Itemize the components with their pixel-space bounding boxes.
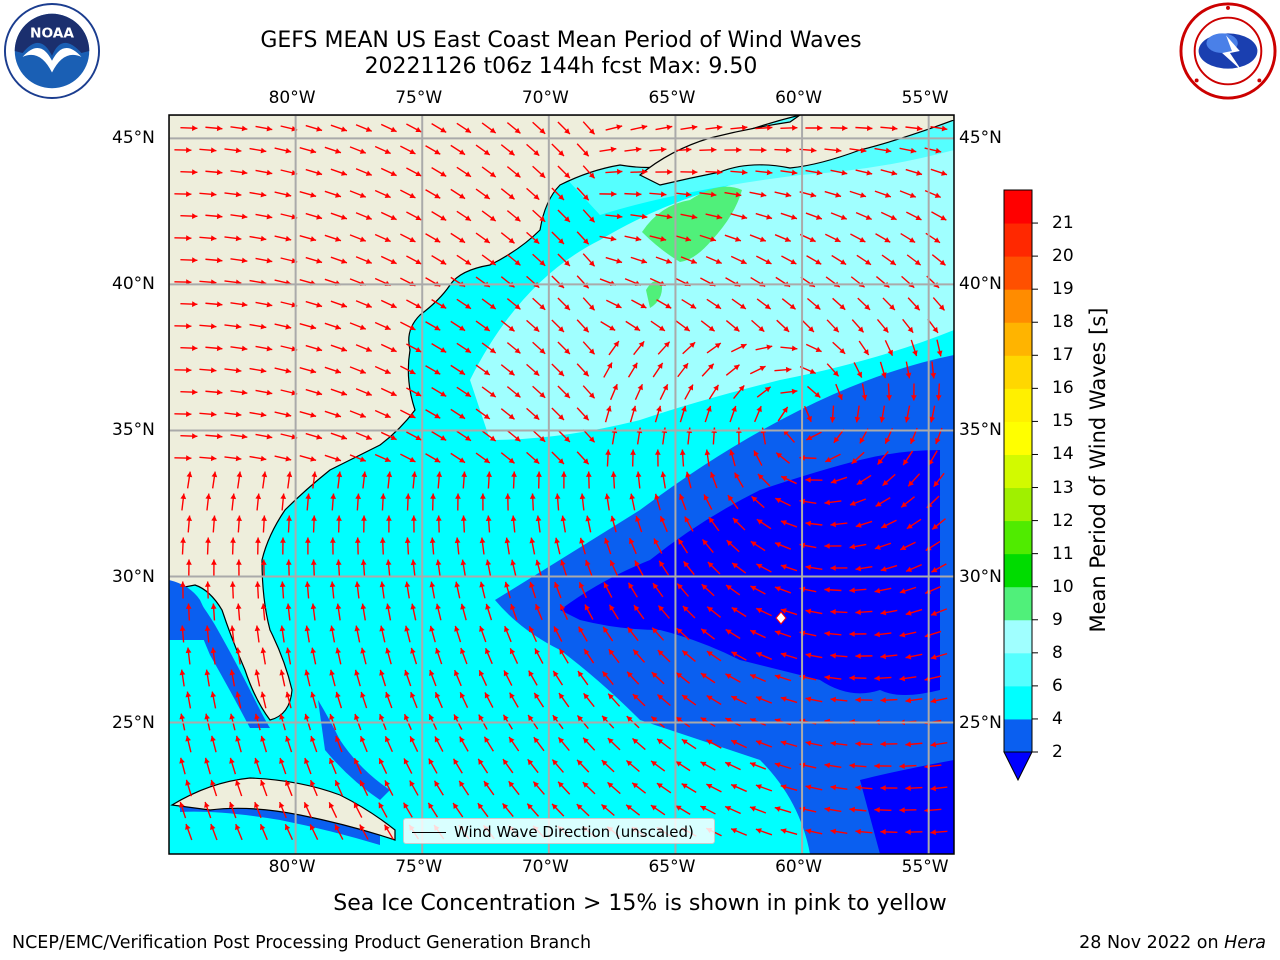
colorbar-segment bbox=[1004, 554, 1032, 588]
footer-credit: NCEP/EMC/Verification Post Processing Pr… bbox=[12, 933, 591, 953]
colorbar-tick-label: 13 bbox=[1052, 478, 1074, 498]
colorbar-tick-label: 16 bbox=[1052, 378, 1074, 398]
footer-host: Hera bbox=[1224, 933, 1266, 953]
colorbar-extend-triangle bbox=[1004, 752, 1032, 780]
lon-tick-label: 75°W bbox=[395, 88, 442, 108]
lon-tick-label: 65°W bbox=[648, 857, 695, 877]
lat-tick-label: 30°N bbox=[959, 567, 1002, 587]
colorbar-tick-label: 6 bbox=[1052, 676, 1063, 696]
lat-tick-label: 35°N bbox=[959, 420, 1002, 440]
lon-tick-label: 70°W bbox=[522, 857, 569, 877]
colorbar-tick-label: 18 bbox=[1052, 312, 1074, 332]
lat-tick-label: 25°N bbox=[112, 713, 155, 733]
colorbar-segment bbox=[1004, 355, 1032, 389]
lon-tick-label: 55°W bbox=[902, 88, 949, 108]
colorbar-tick-label: 20 bbox=[1052, 246, 1074, 266]
colorbar-tick-label: 4 bbox=[1052, 709, 1063, 729]
legend-label: Wind Wave Direction (unscaled) bbox=[454, 819, 694, 845]
colorbar-segment bbox=[1004, 322, 1032, 356]
colorbar-segment bbox=[1004, 454, 1032, 488]
colorbar-segment bbox=[1004, 388, 1032, 422]
lat-tick-label: 30°N bbox=[112, 567, 155, 587]
legend-box: Wind Wave Direction (unscaled) bbox=[403, 818, 715, 844]
lat-tick-label: 40°N bbox=[112, 274, 155, 294]
legend-line-icon bbox=[412, 832, 446, 833]
lat-tick-label: 40°N bbox=[959, 274, 1002, 294]
colorbar-segment bbox=[1004, 587, 1032, 621]
colorbar-tick-label: 14 bbox=[1052, 444, 1074, 464]
colorbar-segment bbox=[1004, 223, 1032, 257]
footer-date: 28 Nov 2022 on Hera bbox=[1079, 933, 1266, 953]
lon-tick-label: 75°W bbox=[395, 857, 442, 877]
sea-ice-note: Sea Ice Concentration > 15% is shown in … bbox=[160, 891, 1120, 916]
colorbar-label: Mean Period of Wind Waves [s] bbox=[1086, 308, 1110, 633]
colorbar-segment bbox=[1004, 190, 1032, 224]
colorbar-tick-label: 11 bbox=[1052, 544, 1074, 564]
lon-tick-label: 80°W bbox=[269, 88, 316, 108]
lon-tick-label: 60°W bbox=[775, 857, 822, 877]
lon-tick-label: 55°W bbox=[902, 857, 949, 877]
colorbar-segment bbox=[1004, 256, 1032, 290]
lon-tick-label: 80°W bbox=[269, 857, 316, 877]
lat-tick-label: 35°N bbox=[112, 420, 155, 440]
colorbar-segment bbox=[1004, 289, 1032, 323]
colorbar-tick-label: 10 bbox=[1052, 577, 1074, 597]
lat-tick-label: 25°N bbox=[959, 713, 1002, 733]
colorbar-tick-label: 9 bbox=[1052, 610, 1063, 630]
colorbar-tick-label: 21 bbox=[1052, 213, 1074, 233]
colorbar-tick-label: 15 bbox=[1052, 411, 1074, 431]
colorbar-segment bbox=[1004, 521, 1032, 555]
lat-tick-label: 45°N bbox=[959, 128, 1002, 148]
lon-tick-label: 65°W bbox=[648, 88, 695, 108]
lon-tick-label: 60°W bbox=[775, 88, 822, 108]
colorbar-tick-label: 2 bbox=[1052, 742, 1063, 762]
colorbar-tick-label: 12 bbox=[1052, 511, 1074, 531]
colorbar-tick-label: 8 bbox=[1052, 643, 1063, 663]
colorbar-segment bbox=[1004, 620, 1032, 654]
footer-date-text: 28 Nov 2022 on bbox=[1079, 933, 1224, 953]
lat-tick-label: 45°N bbox=[112, 128, 155, 148]
colorbar-segment bbox=[1004, 686, 1032, 720]
lon-tick-label: 70°W bbox=[522, 88, 569, 108]
colorbar-segment bbox=[1004, 719, 1032, 753]
colorbar-segment bbox=[1004, 653, 1032, 687]
colorbar-segment bbox=[1004, 488, 1032, 522]
colorbar-tick-label: 19 bbox=[1052, 279, 1074, 299]
colorbar bbox=[1004, 190, 1038, 780]
colorbar-tick-label: 17 bbox=[1052, 345, 1074, 365]
colorbar-segment bbox=[1004, 421, 1032, 455]
